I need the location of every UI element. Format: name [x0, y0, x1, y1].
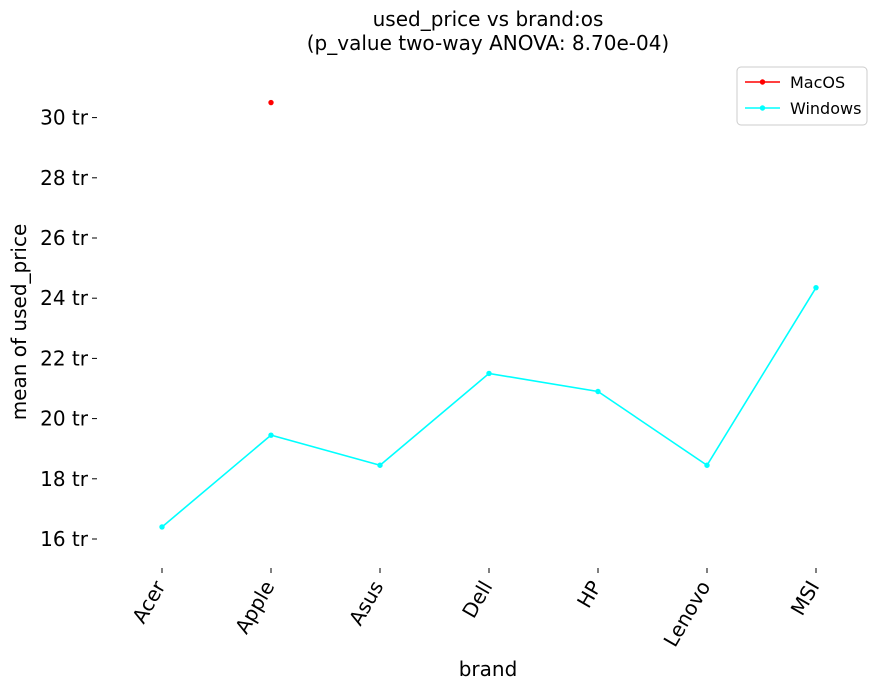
y-tick-label: 22 tr [40, 346, 89, 370]
data-point-windows [377, 462, 383, 468]
y-tick-label: 26 tr [40, 226, 89, 250]
y-tick-label: 16 tr [40, 527, 89, 551]
legend-label-macos: MacOS [790, 73, 845, 92]
x-tick-label: Apple [230, 577, 279, 638]
x-tick-label: Dell [457, 577, 497, 623]
series-line-windows [161, 287, 817, 528]
y-tick-label: 28 tr [40, 166, 89, 190]
x-tick-label: Asus [344, 577, 388, 630]
x-axis-label: brand [459, 657, 518, 681]
x-axis: Acer Apple Asus Dell HP Lenovo MSI [127, 568, 824, 651]
y-tick-label: 24 tr [40, 286, 89, 310]
x-tick-label: Lenovo [658, 577, 715, 651]
chart-subtitle: (p_value two-way ANOVA: 8.70e-04) [307, 31, 669, 55]
data-point-windows [159, 524, 165, 530]
legend-marker-windows [759, 105, 766, 111]
y-axis-label: mean of used_price [7, 224, 31, 421]
plot-area [159, 99, 819, 530]
legend: MacOS Windows [736, 66, 868, 126]
y-axis: 16 tr 18 tr 20 tr 22 tr 24 tr 26 tr 28 tr 30 tr [40, 106, 97, 551]
data-point-windows [813, 284, 819, 291]
data-point-windows [595, 388, 601, 395]
data-point-macos [268, 99, 274, 106]
x-tick-label: HP [572, 577, 606, 612]
data-point-windows [268, 432, 274, 438]
x-tick-label: MSI [786, 577, 825, 620]
legend-marker-macos [759, 79, 766, 85]
x-tick-label: Acer [127, 576, 171, 628]
y-tick-label: 18 tr [40, 467, 89, 491]
y-tick-label: 20 tr [40, 407, 89, 431]
y-tick-label: 30 tr [40, 106, 89, 130]
data-point-windows [486, 370, 492, 377]
data-point-windows [704, 462, 710, 468]
chart-title: used_price vs brand:os [373, 7, 604, 31]
legend-label-windows: Windows [790, 99, 861, 118]
